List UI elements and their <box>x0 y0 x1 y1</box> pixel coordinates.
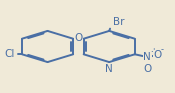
Text: N: N <box>143 52 151 62</box>
Text: O: O <box>143 64 151 74</box>
Text: N: N <box>105 64 113 74</box>
Text: -: - <box>160 45 163 54</box>
Text: Cl: Cl <box>5 49 15 59</box>
Text: Br: Br <box>113 17 124 27</box>
Text: +: + <box>150 47 156 56</box>
Text: O: O <box>74 33 82 43</box>
Text: O: O <box>153 50 162 60</box>
